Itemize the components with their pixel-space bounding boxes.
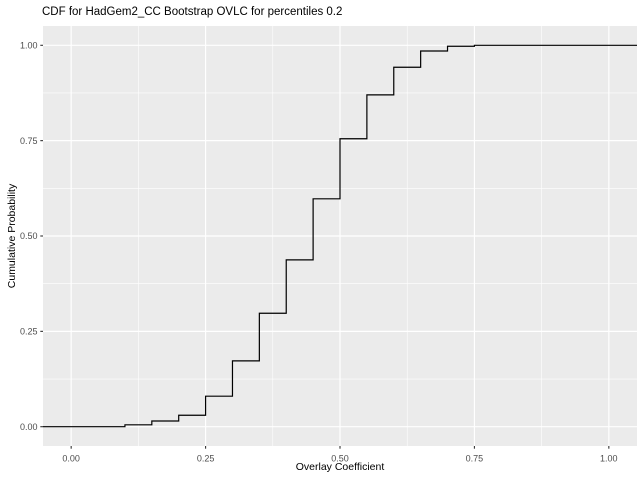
x-tick-label: 0.25	[197, 454, 215, 464]
y-tick-label: 0.75	[20, 136, 38, 146]
y-tick-label: 0.50	[20, 231, 38, 241]
x-tick-label: 0.00	[62, 454, 80, 464]
chart-title: CDF for HadGem2_CC Bootstrap OVLC for pe…	[42, 6, 343, 18]
y-tick-label: 0.25	[20, 327, 38, 337]
y-tick-label: 1.00	[20, 40, 38, 50]
ecdf-step-line	[43, 44, 637, 428]
y-tick-label: 0.00	[20, 422, 38, 432]
x-tick-label: 0.75	[466, 454, 484, 464]
x-tick-label: 0.50	[331, 454, 349, 464]
y-axis-title: Cumulative Probability	[6, 183, 18, 289]
x-axis-title: Overlay Coefficient	[295, 461, 385, 473]
x-tick-label: 1.00	[600, 454, 618, 464]
